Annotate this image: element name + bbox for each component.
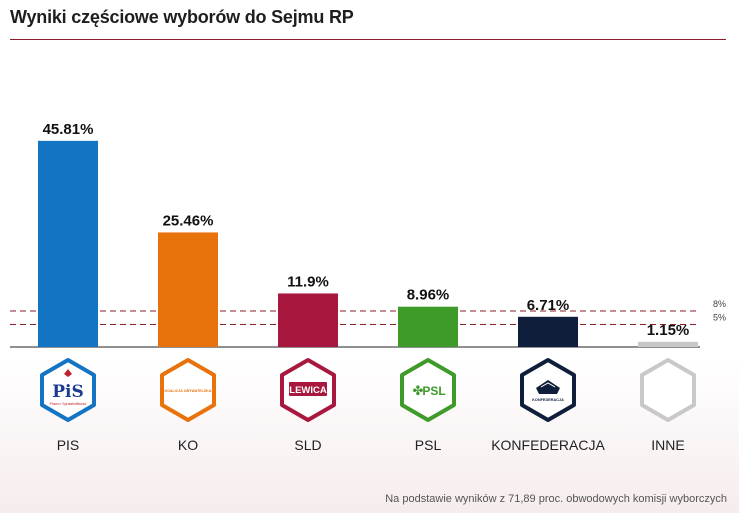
- konfederacja-logo-text: KONFEDERACJA: [532, 398, 564, 402]
- value-label-konfederacja: 6.71%: [527, 297, 570, 314]
- bar-konfederacja: [518, 316, 578, 347]
- bar-pis: [38, 140, 98, 347]
- value-label-sld: 11.9%: [287, 273, 329, 290]
- lewica-logo-box: [289, 382, 327, 396]
- konfederacja-emblem-detail: [540, 382, 556, 388]
- value-label-inne: 1.15%: [647, 322, 690, 339]
- ko-logo-box: [165, 386, 211, 394]
- lewica-logo-text: LEWICA: [289, 385, 327, 396]
- ko-logo-text: KOALICJA OBYWATELSKA: [165, 389, 212, 393]
- inne-logo-hexagon: [640, 358, 696, 422]
- party-label-inne: INNE: [651, 437, 685, 453]
- psl-logo-hexagon: [400, 358, 456, 422]
- party-label-pis: PIS: [56, 437, 80, 453]
- konfederacja-emblem-icon: [536, 380, 560, 394]
- psl-logo-text: PSL: [422, 384, 445, 398]
- threshold-label-5: 5%: [713, 313, 726, 323]
- pis-logo-hexagon: [40, 358, 96, 422]
- value-label-pis: 45.81%: [43, 121, 94, 138]
- bar-inne: [638, 341, 698, 347]
- page-title: Wyniki częściowe wyborów do Sejmu RP: [10, 7, 354, 27]
- pis-eagle-icon: [64, 369, 72, 377]
- bar-ko: [158, 232, 218, 347]
- threshold-label-8: 8%: [713, 299, 726, 309]
- bar-psl: [398, 306, 458, 347]
- pis-logo-text: PiS: [52, 382, 84, 402]
- footnote: Na podstawie wyników z 71,89 proc. obwod…: [385, 493, 727, 505]
- value-label-ko: 25.46%: [163, 212, 214, 229]
- title-divider: [10, 39, 726, 40]
- clover-icon: ✤: [413, 384, 424, 399]
- party-label-psl: PSL: [414, 437, 442, 453]
- bar-sld: [278, 293, 338, 347]
- value-label-psl: 8.96%: [407, 287, 450, 304]
- party-label-sld: SLD: [294, 437, 322, 453]
- party-label-ko: KO: [177, 437, 199, 453]
- party-label-konfederacja: KONFEDERACJA: [491, 437, 605, 453]
- pis-logo-subtext: Prawo i Sprawiedliwość: [50, 402, 87, 406]
